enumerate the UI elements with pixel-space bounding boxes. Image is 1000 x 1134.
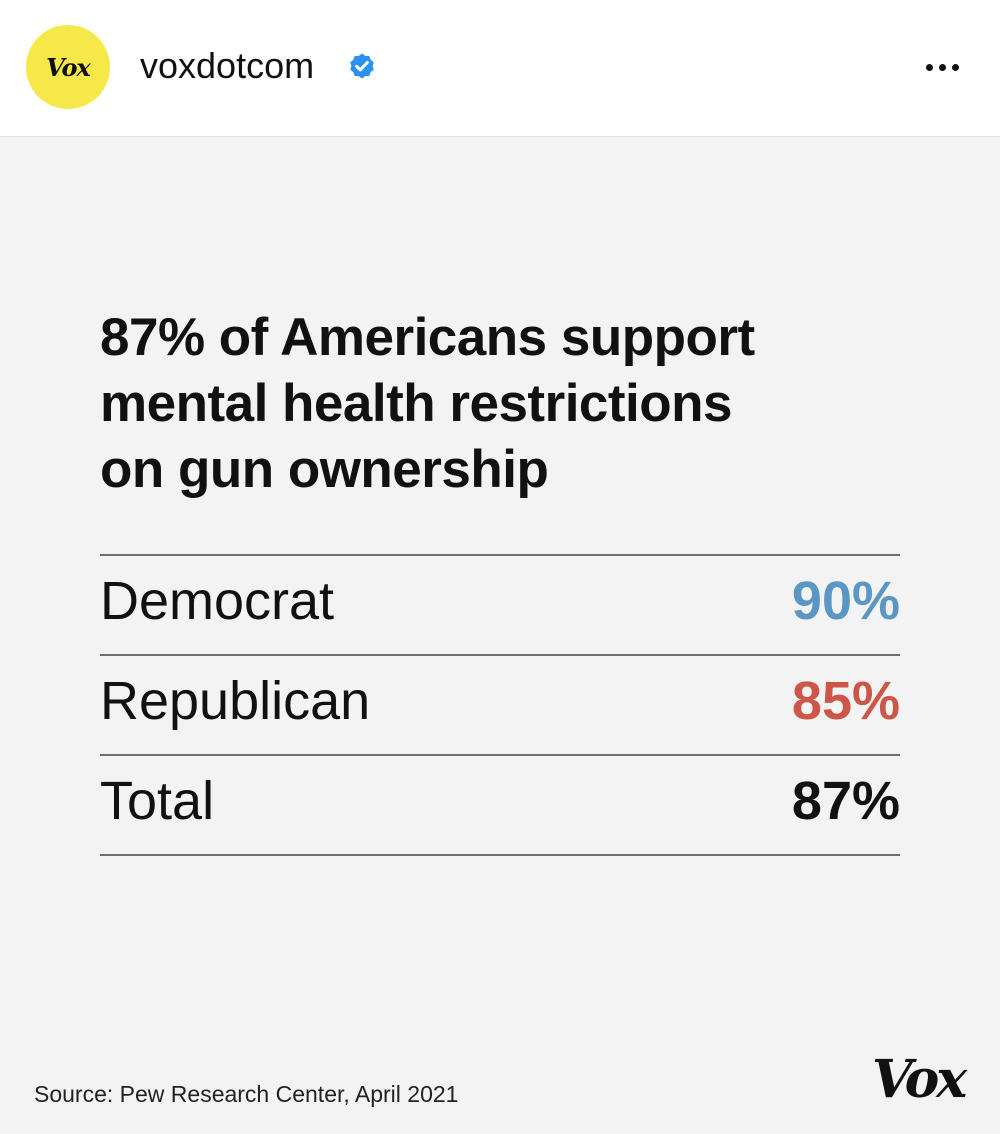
table-divider: [100, 554, 900, 556]
headline: 87% of Americans support mental health r…: [100, 305, 900, 503]
headline-line: 87% of Americans support: [100, 308, 755, 367]
avatar[interactable]: Vox: [26, 25, 110, 109]
more-dot: [938, 63, 946, 71]
avatar-logo-text: Vox: [46, 52, 91, 82]
verified-badge-icon: [350, 53, 374, 79]
row-label-republican: Republican: [100, 671, 371, 731]
vox-logo: Vox: [872, 1049, 967, 1110]
more-dot: [951, 63, 959, 71]
row-label-democrat: Democrat: [100, 571, 335, 631]
headline-line: on gun ownership: [100, 440, 549, 499]
more-dot: [925, 63, 933, 71]
post-header: Vox voxdotcom: [0, 0, 1000, 137]
more-options-icon[interactable]: [916, 50, 968, 84]
table-divider: [100, 754, 900, 756]
headline-line: mental health restrictions: [100, 374, 733, 433]
table-divider: [100, 854, 900, 856]
row-value-total: 87%: [791, 771, 900, 831]
row-value-democrat: 90%: [791, 571, 900, 631]
source-note: Source: Pew Research Center, April 2021: [34, 1081, 459, 1107]
row-label-total: Total: [100, 771, 215, 831]
row-value-republican: 85%: [791, 671, 900, 731]
username[interactable]: voxdotcom: [140, 45, 315, 86]
table-divider: [100, 654, 900, 656]
post-image[interactable]: 87% of Americans support mental health r…: [0, 137, 1000, 1134]
